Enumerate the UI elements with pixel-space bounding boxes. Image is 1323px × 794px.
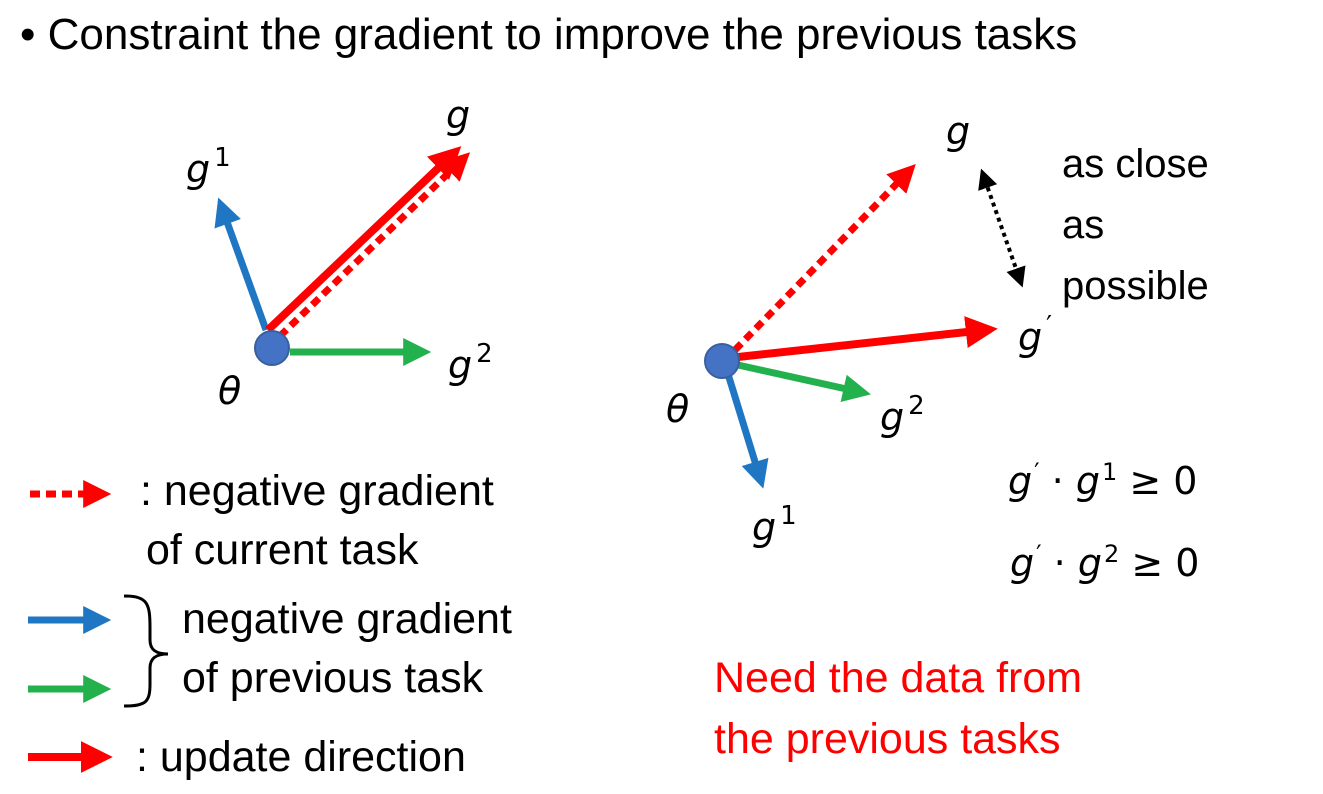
right-g2-arrow bbox=[737, 361, 871, 403]
legend-update-label: : update direction bbox=[136, 733, 466, 781]
right-theta-point bbox=[704, 343, 740, 379]
left-g-label: g bbox=[446, 93, 471, 137]
legend-current-line-2: of current task bbox=[146, 526, 419, 574]
left-theta-label: θ bbox=[218, 369, 242, 413]
legend-current-line-1: : negative gradient bbox=[140, 467, 494, 515]
right-current-gradient-arrow bbox=[732, 163, 916, 353]
close-label-line-3: possible bbox=[1062, 264, 1209, 308]
right-theta-label: θ bbox=[666, 387, 690, 431]
note-line-1: Need the data from bbox=[714, 654, 1083, 702]
legend-previous-line-1: negative gradient bbox=[182, 595, 512, 643]
constraint-1: g′ · g1 ≥ 0 bbox=[1008, 458, 1198, 503]
right-g-label: g bbox=[946, 109, 971, 153]
right-update-arrow bbox=[737, 316, 998, 361]
right-g1-arrow bbox=[724, 372, 769, 489]
left-current-gradient-arrow bbox=[277, 152, 471, 339]
constraint-2: g′ · g2 ≥ 0 bbox=[1010, 540, 1200, 585]
closeness-arrow bbox=[978, 168, 1026, 288]
close-label-line-1: as close bbox=[1062, 142, 1209, 186]
right-g-prime-label: g ′ bbox=[1018, 311, 1053, 359]
left-theta-point bbox=[254, 330, 290, 366]
slide-title: • Constraint the gradient to improve the… bbox=[20, 10, 1078, 59]
left-update-arrow bbox=[265, 146, 462, 333]
legend-previous-line-2: of previous task bbox=[182, 654, 484, 702]
legend-brace bbox=[123, 594, 169, 708]
left-g1-arrow bbox=[214, 197, 270, 332]
close-label-line-2: as bbox=[1062, 203, 1105, 247]
note-line-2: the previous tasks bbox=[714, 715, 1061, 763]
